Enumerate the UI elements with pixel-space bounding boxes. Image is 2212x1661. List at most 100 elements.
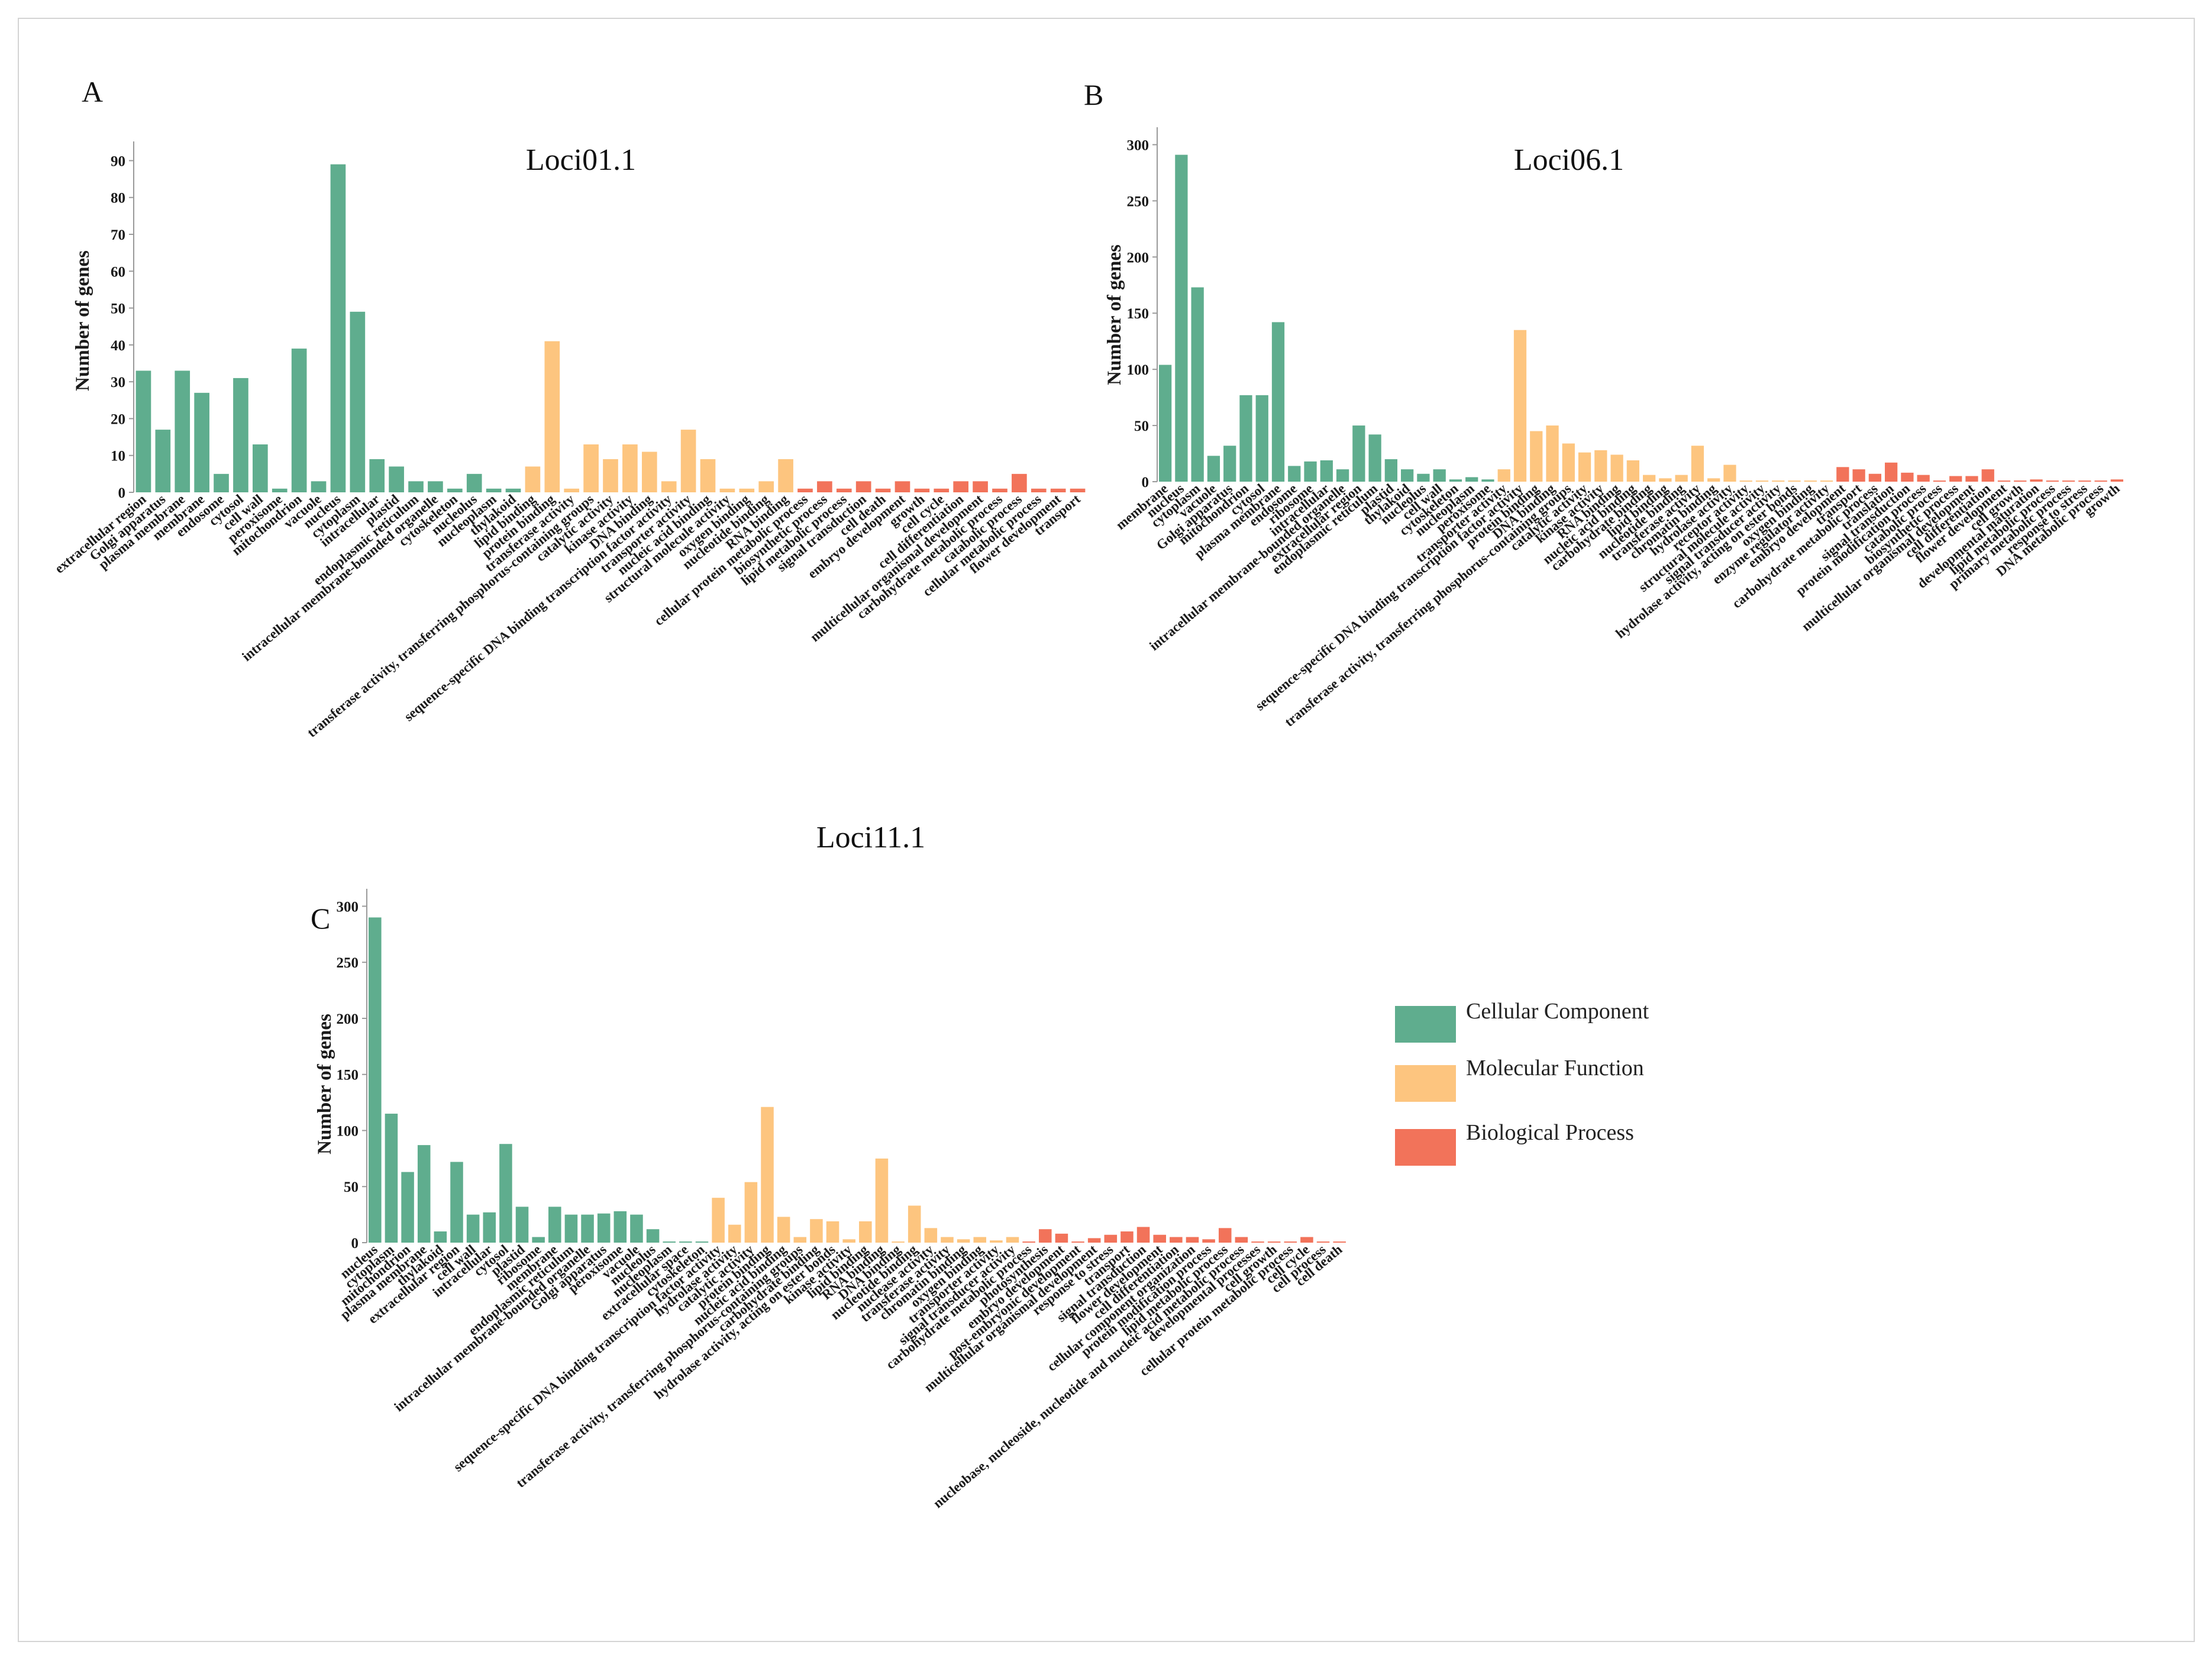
bar <box>1820 480 1833 482</box>
bar <box>408 481 424 492</box>
bar <box>777 1217 790 1243</box>
bar <box>483 1212 496 1243</box>
bar <box>719 488 735 492</box>
bar <box>1071 1241 1084 1243</box>
bar <box>973 1237 987 1243</box>
figure-frame: A Loci01.1 Number of genes 0 10 20 30 40 50 60… <box>18 18 2195 1642</box>
bar <box>417 1145 431 1243</box>
y-ticks-c: 0 50 100 150 200 250 300 <box>337 889 367 1252</box>
y-tick-label: 80 <box>111 191 125 207</box>
bar <box>564 488 580 492</box>
bar <box>953 481 968 492</box>
bars-c <box>369 917 1346 1243</box>
bar <box>525 466 541 492</box>
y-tick-label: 250 <box>337 955 359 971</box>
bar <box>1006 1237 1019 1243</box>
bar <box>695 1241 709 1243</box>
bar <box>728 1224 741 1243</box>
bar <box>908 1205 921 1243</box>
bar <box>291 349 307 492</box>
panel-letter-b: B <box>1084 78 1103 111</box>
y-tick-label: 30 <box>111 375 125 391</box>
legend-swatch-cellular-component <box>1395 1006 1456 1043</box>
bar <box>797 488 813 492</box>
bar <box>1643 475 1656 482</box>
y-ticks-b: 0 50 100 150 200 250 300 <box>1127 127 1158 491</box>
bar <box>1288 466 1301 482</box>
bar <box>214 473 229 492</box>
bar <box>447 488 463 492</box>
bar <box>1333 1241 1346 1243</box>
bar <box>1159 365 1172 482</box>
y-tick-label: 200 <box>1127 250 1149 266</box>
bar <box>1659 478 1672 482</box>
bar <box>622 444 638 492</box>
y-tick-label: 10 <box>111 449 125 465</box>
bar <box>2046 480 2059 482</box>
bar <box>1336 469 1349 482</box>
bar <box>826 1221 839 1243</box>
bar <box>401 1172 414 1243</box>
bar <box>1087 1238 1101 1243</box>
bar <box>597 1213 611 1243</box>
bar <box>1885 462 1898 482</box>
bar <box>1368 434 1381 482</box>
bar <box>194 392 209 492</box>
bar <box>712 1198 725 1243</box>
bar <box>941 1237 954 1243</box>
bar <box>1610 454 1623 482</box>
bar <box>859 1221 872 1243</box>
y-tick-label: 0 <box>118 485 126 501</box>
chart-title-b: Loci06.1 <box>1514 143 1624 177</box>
panel-letter-c: C <box>311 902 330 935</box>
bar <box>2062 480 2075 482</box>
bar <box>661 481 677 492</box>
bar <box>992 488 1007 492</box>
y-tick-label: 50 <box>111 301 125 317</box>
legend-swatch-molecular-function <box>1395 1065 1456 1102</box>
bar <box>1175 154 1188 482</box>
bar <box>1070 488 1086 492</box>
chart-title-c: Loci11.1 <box>816 821 925 854</box>
bar <box>1562 443 1575 482</box>
bar <box>272 488 288 492</box>
bar <box>892 1241 905 1243</box>
bar <box>253 444 268 492</box>
bar <box>1868 473 1881 482</box>
bar <box>1186 1237 1199 1243</box>
y-ticks-a: 0 10 20 30 40 50 60 70 80 90 <box>111 141 134 501</box>
panel-c: Loci11.1 C Number of genes 0 50 100 150 200 2… <box>311 821 1346 1511</box>
bar <box>486 488 502 492</box>
y-tick-label: 50 <box>1134 418 1149 434</box>
y-tick-label: 300 <box>337 899 359 915</box>
bar <box>1675 475 1688 482</box>
bar <box>330 164 346 492</box>
bar <box>1804 480 1817 482</box>
bar <box>875 488 891 492</box>
y-tick-label: 100 <box>1127 362 1149 378</box>
bar <box>311 481 327 492</box>
bar <box>1104 1234 1118 1243</box>
bars-b <box>1159 154 2123 482</box>
bar <box>1433 469 1446 482</box>
bar <box>1772 480 1785 482</box>
legend-label-cellular-component: Cellular Component <box>1466 999 1649 1024</box>
bar <box>1022 1241 1035 1243</box>
bar <box>1136 1227 1150 1243</box>
bar <box>895 481 910 492</box>
bar <box>2110 479 2123 482</box>
bar <box>758 481 774 492</box>
bar <box>1981 469 1994 482</box>
y-axis-label-b: Number of genes <box>1104 244 1125 385</box>
bar <box>1739 480 1752 482</box>
bar <box>450 1162 463 1243</box>
y-tick-label: 20 <box>111 411 125 427</box>
panel-b: B Loci06.1 Number of genes 0 50 100 150 200 2… <box>1084 78 2123 730</box>
bar <box>515 1207 529 1243</box>
bar <box>990 1240 1003 1243</box>
panel-a: A Loci01.1 Number of genes 0 10 20 30 40 50 60… <box>52 75 1086 740</box>
bar <box>679 1241 692 1243</box>
bar <box>350 311 366 492</box>
bar <box>466 473 482 492</box>
y-tick-label: 250 <box>1127 193 1149 209</box>
